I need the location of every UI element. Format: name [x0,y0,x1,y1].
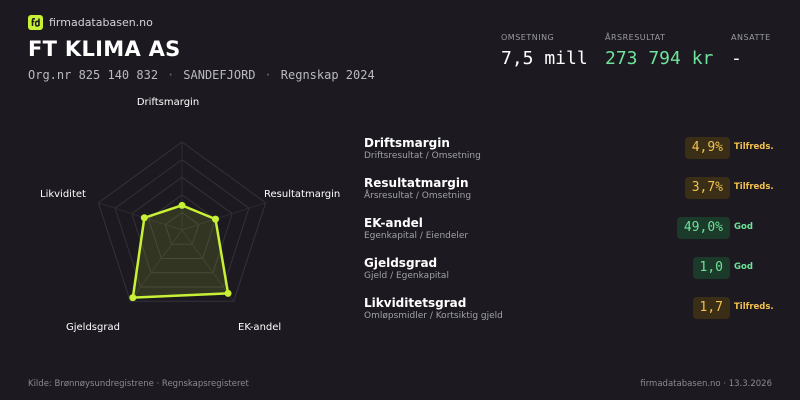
radar-axis-label: Resultatmargin [264,189,340,200]
radar-axis-label: Gjeldsgrad [66,322,120,333]
stat-ansatte: ANSATTE - [731,33,771,69]
metric-formula: Gjeld / Egenkapital [364,271,449,281]
brand[interactable]: firmadatabasen.no [28,15,153,30]
metric-formula: Årsresultat / Omsetning [364,191,472,201]
metric-row: Gjeldsgrad Gjeld / Egenkapital 1,0 God [364,255,784,295]
stat-value: - [731,48,742,69]
metric-status: Tilfreds. [734,302,774,312]
meta-separator: · [167,68,175,82]
radar-score-point [178,201,186,209]
metric-status: Tilfreds. [734,142,774,152]
org-number: Org.nr 825 140 832 [28,68,159,82]
radar-grid-ring [131,176,233,274]
radar-score-point [140,214,148,222]
radar-score-point [224,289,232,297]
metric-name: Gjeldsgrad [364,256,438,270]
metric-value-badge: 49,0% [676,217,730,239]
radar-axis-label: Likviditet [40,189,86,200]
stat-omsetning: OMSETNING 7,5 mill [501,33,588,69]
company-city: SANDEFJORD [183,68,256,82]
metric-formula: Omløpsmidler / Kortsiktig gjeld [364,311,503,321]
metric-name: EK-andel [364,216,423,230]
metric-formula: Driftsresultat / Omsetning [364,151,481,161]
stat-label: OMSETNING [501,33,555,42]
radar-grid-ring [114,158,250,288]
stat-label: ÅRSRESULTAT [605,33,666,42]
radar-axis-label: Driftsmargin [137,97,199,108]
stat-value: 7,5 mill [501,48,588,69]
radar-score-area [131,204,230,299]
radar-score-point [211,215,219,223]
metric-name: Driftsmargin [364,136,450,150]
metric-row: Resultatmargin Årsresultat / Omsetning 3… [364,175,784,215]
metric-formula: Egenkapital / Eiendeler [364,231,469,241]
radar-chart: Driftsmargin Resultatmargin EK-andel Gje… [40,97,340,333]
radar-grid-ring [164,211,200,245]
meta-separator: · [264,68,272,82]
metric-value-badge: 4,9% [684,137,730,159]
metric-name: Likviditetsgrad [364,296,467,310]
metric-name: Resultatmargin [364,176,469,190]
metric-value-badge: 1,0 [692,257,730,279]
stat-arsresultat: ÅRSRESULTAT 273 794 kr [605,33,713,69]
firmadatabasen-logo-icon [28,15,43,30]
brand-name: firmadatabasen.no [49,16,153,29]
metric-row: Driftsmargin Driftsresultat / Omsetning … [364,135,784,175]
radar-axis-label: EK-andel [238,322,281,333]
metric-row: Likviditetsgrad Omløpsmidler / Kortsikti… [364,295,784,335]
stat-value: 273 794 kr [605,48,714,69]
metric-value-badge: 1,7 [692,297,730,319]
accounting-period: Regnskap 2024 [280,68,375,82]
radar-axis-line [181,229,235,302]
radar-axis-line [129,229,183,302]
metrics-list: Driftsmargin Driftsresultat / Omsetning … [364,135,784,335]
metric-status: Tilfreds. [734,182,774,192]
radar-grid-ring [97,141,267,302]
footer-source: Kilde: Brønnøysundregistrene · Regnskaps… [28,379,249,389]
radar-axis-line [181,202,266,231]
metric-status: God [734,262,753,272]
metric-value-badge: 3,7% [684,177,730,199]
company-meta: Org.nr 825 140 832 · SANDEFJORD · Regnsk… [28,68,375,82]
metric-row: EK-andel Egenkapital / Eiendeler 49,0% G… [364,215,784,255]
radar-score-point [129,294,137,302]
metric-status: God [734,222,753,232]
company-name: FT KLIMA AS [28,37,181,61]
radar-axis-line [98,202,183,231]
footer-site: firmadatabasen.no · 13.3.2026 [640,379,772,389]
stat-label: ANSATTE [731,33,771,42]
